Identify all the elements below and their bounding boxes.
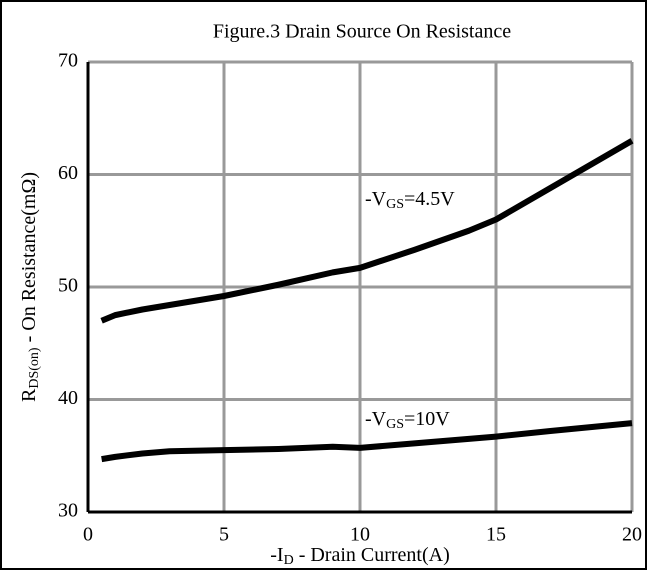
series-label-sub: GS [386, 417, 404, 432]
series-label: -VGS=4.5V [365, 188, 455, 213]
y-tick-label: 70 [58, 50, 78, 72]
series-label: -VGS=10V [365, 408, 450, 433]
x-tick-label: 20 [622, 524, 642, 546]
y-tick-label: 30 [58, 500, 78, 522]
x-axis-label: -ID - Drain Current(A) [270, 544, 450, 569]
series-line [101, 420, 633, 463]
series-label-sub: GS [386, 197, 404, 212]
series-label-main: -V [365, 408, 387, 430]
y-axis-label-main: R [18, 388, 40, 402]
x-tick-label: 10 [350, 524, 370, 546]
chart-title: Figure.3 Drain Source On Resistance [213, 21, 511, 43]
y-tick-label: 60 [58, 162, 78, 184]
series-label-main: -V [365, 188, 387, 210]
y-tick-label: 40 [58, 387, 78, 409]
y-axis-label-main: - On Resistance(mΩ) [18, 172, 40, 347]
x-tick-label: 15 [486, 524, 506, 546]
series-label-main: =10V [404, 408, 450, 430]
y-axis-label: RDS(on) - On Resistance(mΩ) [18, 172, 43, 402]
y-tick-label: 50 [58, 275, 78, 297]
x-axis-label-sub: D [284, 553, 294, 568]
y-axis-label-sub: DS(on) [27, 347, 42, 389]
x-axis-label-main: - Drain Current(A) [294, 544, 450, 566]
x-axis-label-main: -I [270, 544, 283, 566]
series-label-main: =4.5V [404, 188, 455, 210]
x-tick-label: 5 [219, 524, 229, 546]
series-line [100, 138, 634, 324]
x-tick-label: 0 [83, 524, 93, 546]
